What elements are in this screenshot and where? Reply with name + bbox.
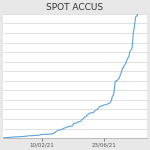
Title: SPOT ACCUS: SPOT ACCUS [46,3,104,12]
